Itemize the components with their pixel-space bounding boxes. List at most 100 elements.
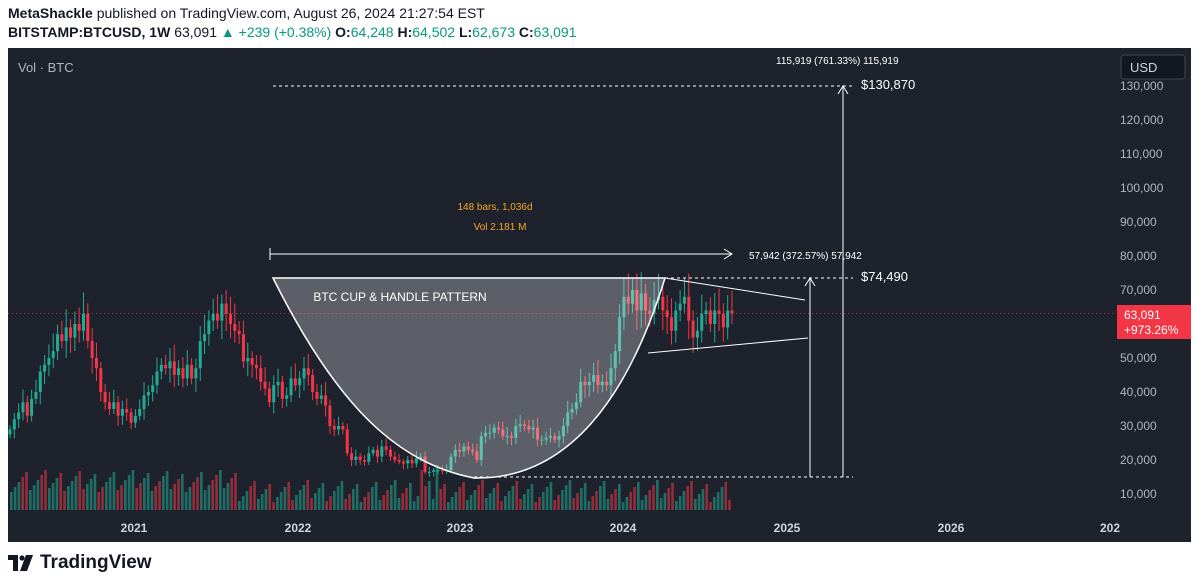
candle: [518, 414, 522, 433]
volume-bar: [215, 475, 218, 510]
candle: [21, 389, 25, 421]
candle: [276, 368, 280, 397]
x-tick-label: 2023: [447, 521, 474, 535]
candle: [557, 430, 561, 448]
volume-bar: [515, 481, 519, 510]
candle: [492, 423, 496, 439]
volume-bar: [549, 482, 553, 510]
candle: [704, 301, 708, 325]
handle-upper-line[interactable]: [664, 277, 806, 301]
volume-bar: [276, 497, 279, 510]
volume-bar: [158, 481, 161, 510]
candle: [708, 297, 712, 333]
volume-bar: [165, 471, 169, 510]
tradingview-logo[interactable]: TradingView: [8, 552, 152, 574]
candle: [423, 451, 427, 475]
candle: [138, 399, 142, 421]
y-tick-label: 120,000: [1120, 113, 1164, 127]
candle: [713, 292, 717, 343]
candle: [233, 303, 237, 343]
volume-bar: [238, 501, 241, 510]
low-value: 62,673: [472, 24, 515, 40]
volume-bar: [393, 480, 397, 510]
volume-bar: [40, 475, 44, 510]
volume-bar: [644, 495, 648, 510]
volume-bar: [576, 493, 579, 510]
volume-bar: [268, 484, 272, 510]
volume-bar: [82, 489, 85, 510]
price-chart[interactable]: Vol · BTC BTC CUP & HANDLE PATTERN 148 ba…: [8, 48, 1191, 542]
last-change-label: +973.26%: [1124, 323, 1179, 337]
candle: [367, 446, 371, 466]
volume-bar: [181, 474, 184, 510]
candle: [315, 383, 319, 406]
volume-bar: [302, 485, 306, 510]
x-tick-label: 2025: [774, 521, 801, 535]
volume-bar: [124, 480, 127, 510]
candle: [674, 301, 678, 343]
volume-bar: [424, 486, 427, 510]
volume-bar: [70, 481, 74, 510]
candle: [410, 454, 414, 468]
time-axis[interactable]: 2021 2022 2023 2024 2025 2026 202: [121, 521, 1121, 535]
candle: [682, 278, 686, 313]
x-tick-label: 2022: [285, 521, 312, 535]
volume-bar: [447, 502, 450, 510]
candle: [661, 285, 665, 330]
volume-bar: [705, 484, 709, 510]
candle: [561, 417, 565, 444]
candle: [375, 445, 379, 464]
volume-bar: [428, 481, 431, 510]
volume-bar: [667, 488, 671, 510]
volume-bar: [363, 497, 367, 510]
volume-bar: [279, 492, 283, 510]
volume-bar: [507, 491, 511, 510]
drawings: BTC CUP & HANDLE PATTERN 148 bars, 1,036d…: [269, 56, 915, 479]
author-name[interactable]: MetaShackle: [8, 5, 93, 21]
volume-bar: [150, 491, 154, 510]
candle: [592, 362, 596, 393]
volume-bar: [321, 483, 325, 510]
volume-bar: [625, 497, 629, 510]
candle: [458, 442, 462, 458]
candle: [440, 465, 444, 475]
volume-bar: [146, 473, 150, 510]
y-tick-label: 110,000: [1120, 147, 1163, 161]
volume-bar: [352, 489, 355, 510]
volume-bar: [226, 483, 230, 510]
volume-bar: [587, 501, 591, 510]
volume-bar: [504, 496, 507, 510]
volume-bar: [234, 473, 237, 510]
volume-bar: [534, 502, 538, 510]
volume-bar: [663, 493, 667, 510]
volume-bar: [500, 501, 503, 510]
close-label: C:: [518, 24, 534, 40]
open-value: 64,248: [350, 24, 394, 40]
candle: [159, 358, 163, 380]
range-bars-label: 148 bars, 1,036d: [457, 202, 532, 213]
volume-bar: [154, 486, 158, 510]
volume-bar: [93, 474, 97, 510]
candle: [449, 453, 453, 473]
symbol-name[interactable]: BITSTAMP:BTCUSD, 1W: [8, 24, 171, 40]
volume-bar: [108, 477, 112, 510]
volume-bar: [211, 480, 215, 510]
candle: [432, 467, 436, 477]
volume-bar: [295, 495, 298, 510]
candle: [306, 353, 310, 386]
candle: [535, 417, 539, 447]
candle: [64, 309, 68, 358]
volume-bar: [473, 490, 477, 510]
candle: [129, 407, 133, 429]
candle: [12, 412, 16, 439]
volume-bar: [458, 487, 462, 510]
volume-bar: [196, 477, 199, 510]
volume-bar: [420, 470, 424, 510]
volume-bar: [405, 488, 408, 510]
currency-button[interactable]: USD: [1120, 54, 1186, 80]
publish-info: MetaShackle published on TradingView.com…: [8, 5, 485, 21]
candle: [263, 367, 267, 396]
candle: [190, 358, 194, 385]
handle-lower-line[interactable]: [647, 337, 809, 354]
cup-shape[interactable]: [271, 277, 667, 479]
